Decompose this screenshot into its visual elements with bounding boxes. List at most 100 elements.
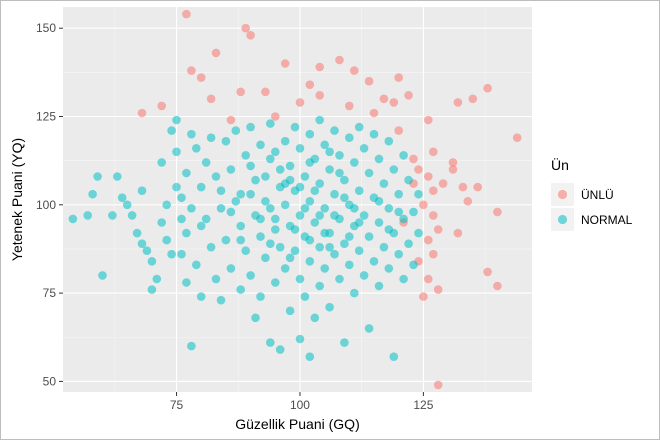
data-point-normal xyxy=(335,274,344,284)
data-point-normal xyxy=(177,193,186,202)
data-point-unlu xyxy=(315,62,325,72)
data-point-normal xyxy=(354,246,364,255)
data-point-normal xyxy=(271,214,280,224)
data-point-normal xyxy=(335,151,344,160)
data-point-normal xyxy=(192,144,201,153)
data-point-normal xyxy=(340,193,349,202)
data-point-normal xyxy=(325,165,334,174)
x-tick-label: 100 xyxy=(290,398,310,412)
data-point-normal xyxy=(399,214,408,224)
data-point-normal xyxy=(394,249,404,259)
data-point-normal xyxy=(330,189,339,199)
data-point-unlu xyxy=(433,285,443,294)
x-axis-title: Güzellik Puani (GQ) xyxy=(235,416,359,432)
data-point-normal xyxy=(266,119,275,128)
data-point-normal xyxy=(394,189,404,199)
data-point-unlu xyxy=(424,172,433,181)
data-point-normal xyxy=(345,232,354,241)
data-point-normal xyxy=(251,175,260,185)
data-point-normal xyxy=(414,228,423,238)
data-point-unlu xyxy=(424,115,433,125)
data-point-normal xyxy=(187,129,196,139)
data-point-normal xyxy=(201,158,211,167)
data-point-normal xyxy=(266,154,275,164)
data-point-normal xyxy=(256,140,265,150)
data-point-normal xyxy=(315,179,325,188)
data-point-normal xyxy=(310,218,320,227)
data-point-unlu xyxy=(211,48,221,58)
data-point-unlu xyxy=(350,66,359,75)
data-point-normal xyxy=(374,197,384,206)
data-point-unlu xyxy=(448,165,458,174)
data-point-unlu xyxy=(305,80,315,89)
data-point-normal xyxy=(295,334,305,344)
data-point-unlu xyxy=(433,380,443,390)
data-point-unlu xyxy=(429,186,438,195)
data-point-normal xyxy=(83,211,92,220)
data-point-normal xyxy=(295,211,305,220)
data-point-normal xyxy=(172,182,181,192)
data-point-normal xyxy=(167,126,176,135)
data-point-unlu xyxy=(512,133,522,142)
data-point-normal xyxy=(280,264,290,273)
data-point-unlu xyxy=(335,55,344,65)
data-point-unlu xyxy=(483,267,492,277)
data-point-normal xyxy=(389,352,399,362)
data-point-unlu xyxy=(196,73,206,82)
data-point-normal xyxy=(364,324,374,333)
data-point-normal xyxy=(320,264,330,273)
data-point-normal xyxy=(246,271,255,280)
data-point-unlu xyxy=(424,235,433,245)
data-point-unlu xyxy=(157,101,166,111)
data-point-normal xyxy=(364,232,374,241)
data-points xyxy=(68,9,522,390)
data-point-normal xyxy=(147,285,157,294)
data-point-normal xyxy=(231,126,241,135)
data-point-normal xyxy=(409,207,418,217)
data-point-normal xyxy=(98,271,107,280)
data-point-normal xyxy=(305,352,315,362)
data-point-normal xyxy=(275,242,285,252)
data-point-normal xyxy=(399,274,408,284)
data-point-normal xyxy=(295,182,305,192)
data-point-normal xyxy=(354,122,364,132)
data-point-normal xyxy=(206,242,216,252)
data-point-unlu xyxy=(345,101,354,111)
data-point-unlu xyxy=(394,126,404,135)
data-point-normal xyxy=(354,186,364,195)
data-point-normal xyxy=(236,221,245,231)
data-point-unlu xyxy=(246,31,255,40)
data-point-normal xyxy=(315,242,325,252)
data-point-normal xyxy=(132,228,142,238)
data-point-unlu xyxy=(493,207,502,217)
data-point-unlu xyxy=(409,154,418,164)
data-point-normal xyxy=(325,147,334,157)
data-point-normal xyxy=(271,225,280,234)
data-point-normal xyxy=(256,232,265,241)
data-point-normal xyxy=(187,341,196,351)
data-point-unlu xyxy=(463,197,473,206)
legend-marker-unlu xyxy=(557,189,568,200)
data-point-normal xyxy=(389,165,399,174)
data-point-normal xyxy=(271,278,280,287)
data-point-normal xyxy=(350,204,359,213)
data-point-normal xyxy=(182,168,191,178)
data-point-normal xyxy=(305,257,315,266)
data-point-normal xyxy=(147,257,157,266)
data-point-unlu xyxy=(468,94,478,104)
data-point-normal xyxy=(256,292,265,301)
data-point-normal xyxy=(206,133,216,142)
data-point-normal xyxy=(187,204,196,213)
data-point-normal xyxy=(310,186,320,195)
data-point-normal xyxy=(330,126,339,135)
data-point-normal xyxy=(246,122,255,132)
data-point-normal xyxy=(285,306,295,316)
data-point-unlu xyxy=(394,73,404,82)
data-point-normal xyxy=(162,200,171,210)
data-point-normal xyxy=(226,165,236,174)
data-point-normal xyxy=(280,200,290,210)
data-point-normal xyxy=(142,246,152,255)
data-point-normal xyxy=(182,278,191,287)
data-point-normal xyxy=(399,151,408,160)
data-point-normal xyxy=(295,144,305,153)
